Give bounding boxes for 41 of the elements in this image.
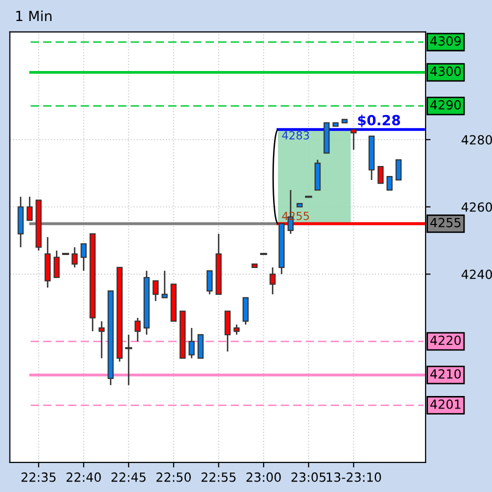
annotation: $0.28 — [358, 114, 400, 128]
y-tick-label: 4240 — [462, 270, 492, 280]
candlestick — [54, 250, 60, 278]
candlestick — [242, 296, 249, 326]
ref-line-label: 4220 — [430, 336, 461, 346]
candlestick — [134, 317, 141, 342]
x-tick-label: 22:50 — [156, 472, 191, 482]
candlestick — [378, 166, 384, 184]
candlestick — [80, 243, 87, 272]
candlestick — [26, 196, 33, 222]
candlestick — [188, 327, 195, 359]
x-tick-label: 23:00 — [246, 472, 281, 482]
candlestick — [98, 320, 105, 359]
x-tick-label: 23:05 — [291, 472, 326, 482]
x-tick-label: 22:55 — [202, 472, 236, 482]
candlestick — [386, 176, 393, 191]
x-tick-label: 22:35 — [22, 472, 56, 482]
x-tick-label: 13-23:10 — [326, 472, 381, 482]
candlestick — [224, 310, 231, 352]
chart-title: 1 Min — [16, 10, 52, 22]
candlestick — [396, 159, 402, 181]
candlestick — [350, 128, 357, 150]
ref-line-label: 4255 — [430, 218, 460, 228]
candlestick — [234, 324, 240, 336]
x-tick-label: 22:40 — [66, 472, 101, 482]
y-tick-label: 4280 — [462, 135, 492, 145]
ref-line-label: 4300 — [430, 66, 461, 76]
candlestick — [162, 270, 168, 298]
ref-line-label: 4201 — [430, 399, 460, 409]
ref-line-label: 4210 — [430, 369, 461, 379]
candlestick — [125, 334, 132, 386]
candlestick — [270, 266, 276, 296]
y-tick-label: 4260 — [462, 202, 492, 212]
candlestick — [72, 246, 78, 268]
candlestick — [152, 280, 159, 302]
x-tick-label: 22:45 — [112, 472, 146, 482]
annotation: 4283 — [282, 131, 309, 140]
candlestick — [206, 270, 213, 296]
ref-line-label: 4309 — [430, 36, 461, 46]
ref-line-label: 4290 — [430, 100, 461, 110]
candlestick — [198, 334, 204, 359]
